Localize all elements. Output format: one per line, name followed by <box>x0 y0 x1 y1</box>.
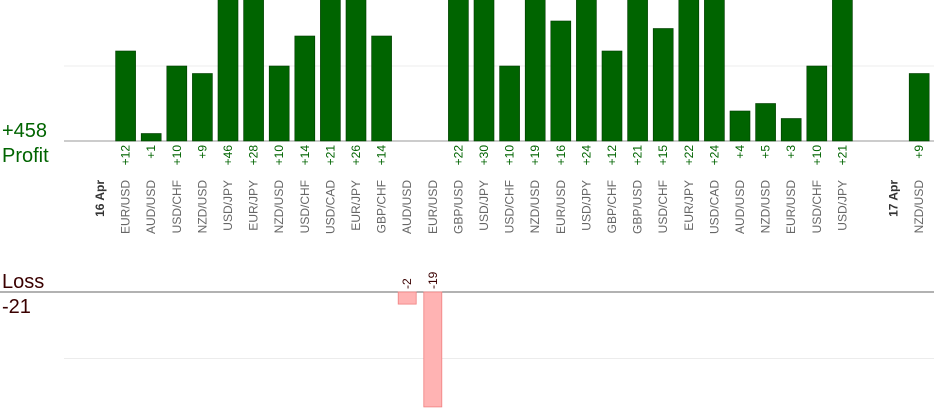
value-label: +19 <box>528 145 542 166</box>
x-tick-label: NZD/USD <box>272 180 286 234</box>
bar <box>268 65 290 142</box>
bar <box>499 65 520 142</box>
value-label: +10 <box>503 145 517 166</box>
bar <box>704 0 725 142</box>
value-label: +28 <box>247 145 261 166</box>
x-tick-label: USD/JPY <box>835 180 849 231</box>
x-tick-label: GBP/CHF <box>375 180 389 233</box>
bar <box>192 73 213 142</box>
x-tick-label: NZD/USD <box>528 180 542 234</box>
bar <box>115 50 136 142</box>
x-tick-label: EUR/JPY <box>349 180 363 231</box>
x-tick-label: EUR/USD <box>426 180 440 234</box>
bar <box>601 50 623 142</box>
bar <box>320 0 341 142</box>
x-tick-label: USD/CHF <box>170 180 184 233</box>
bar <box>345 0 367 142</box>
bar <box>806 65 828 142</box>
value-label: -19 <box>426 271 440 289</box>
bar <box>678 0 700 142</box>
x-tick-label: USD/CHF <box>656 180 670 233</box>
value-label: +21 <box>631 145 645 166</box>
bar <box>397 291 417 305</box>
loss-label: Loss <box>2 271 44 293</box>
x-tick-label: EUR/JPY <box>247 180 261 231</box>
x-tick-label: 16 Apr <box>93 180 107 217</box>
value-label: +1 <box>144 145 158 159</box>
x-tick-label: GBP/USD <box>631 180 645 234</box>
profit-label: Profit <box>2 145 49 167</box>
value-label: +3 <box>784 145 798 159</box>
x-tick-label: AUD/USD <box>733 180 747 234</box>
x-tick-label: EUR/USD <box>119 180 133 234</box>
value-label: +46 <box>221 145 235 166</box>
value-label: +10 <box>272 145 286 166</box>
bar <box>832 0 853 142</box>
x-tick-label: USD/CHF <box>298 180 312 233</box>
x-tick-label: USD/CAD <box>707 180 721 234</box>
value-label: +9 <box>195 145 209 159</box>
bar <box>755 103 776 142</box>
value-label: +26 <box>349 145 363 166</box>
value-label: -2 <box>400 278 414 289</box>
bar <box>908 73 930 142</box>
value-label: +24 <box>579 145 593 166</box>
bar <box>473 0 495 142</box>
bar <box>423 291 443 408</box>
x-tick-label: AUD/USD <box>400 180 414 234</box>
value-label: +9 <box>912 145 926 159</box>
x-tick-label: AUD/USD <box>144 180 158 234</box>
value-label: +12 <box>605 145 619 166</box>
bar <box>652 28 674 142</box>
bar <box>371 35 392 142</box>
value-label: +12 <box>119 145 133 166</box>
value-label: +5 <box>759 145 773 159</box>
x-tick-label: NZD/USD <box>759 180 773 234</box>
value-label: +30 <box>477 145 491 166</box>
bar <box>550 20 572 142</box>
bar <box>166 65 188 142</box>
bar <box>217 0 239 142</box>
x-tick-label: NZD/USD <box>912 180 926 234</box>
bar <box>627 0 648 142</box>
value-label: +16 <box>554 145 568 166</box>
x-tick-label: USD/JPY <box>477 180 491 231</box>
value-label: +22 <box>451 145 465 166</box>
x-tick-label: EUR/USD <box>554 180 568 234</box>
bar <box>140 133 162 142</box>
bar <box>524 0 546 142</box>
value-label: +21 <box>835 145 849 166</box>
x-tick-label: NZD/USD <box>195 180 209 234</box>
x-tick-label: USD/JPY <box>579 180 593 231</box>
bar <box>448 0 469 142</box>
value-label: +14 <box>375 145 389 166</box>
x-tick-label: 17 Apr <box>887 180 901 217</box>
bar <box>576 0 597 142</box>
x-tick-label: EUR/USD <box>784 180 798 234</box>
bar <box>243 0 264 142</box>
x-tick-label: USD/CAD <box>323 180 337 234</box>
x-tick-label: GBP/CHF <box>605 180 619 233</box>
profit-total: +458 <box>2 120 47 142</box>
value-label: +15 <box>656 145 670 166</box>
x-tick-label: USD/CHF <box>503 180 517 233</box>
value-label: +22 <box>682 145 696 166</box>
value-label: +14 <box>298 145 312 166</box>
x-tick-label: GBP/USD <box>451 180 465 234</box>
value-label: +10 <box>810 145 824 166</box>
value-label: +21 <box>323 145 337 166</box>
bar <box>729 110 751 142</box>
x-tick-label: USD/CHF <box>810 180 824 233</box>
loss-total: -21 <box>2 296 31 318</box>
x-tick-label: EUR/JPY <box>682 180 696 231</box>
bar <box>294 35 316 142</box>
value-label: +4 <box>733 145 747 159</box>
x-tick-label: USD/JPY <box>221 180 235 231</box>
value-label: +24 <box>707 145 721 166</box>
value-label: +10 <box>170 145 184 166</box>
bar <box>780 118 802 142</box>
